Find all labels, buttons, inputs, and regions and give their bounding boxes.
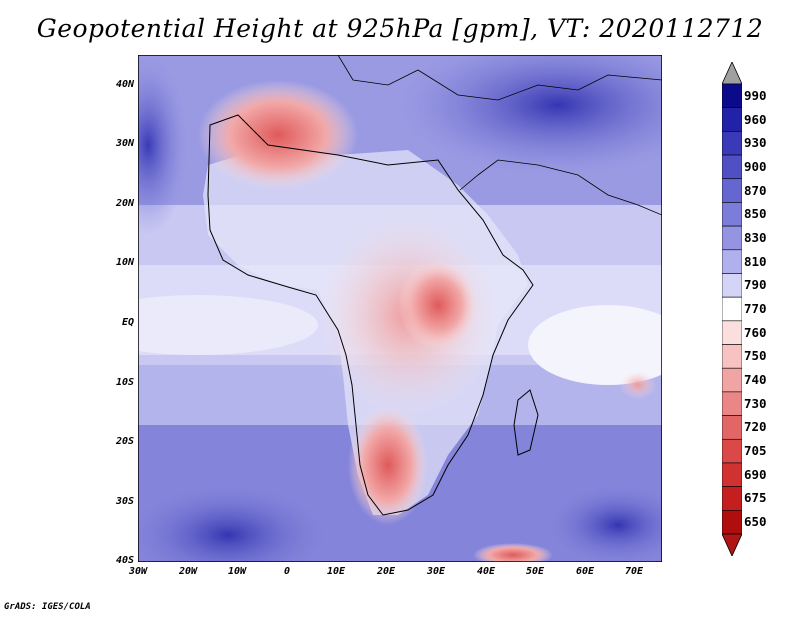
lat-label: 30S [115, 496, 134, 507]
colorbar-swatch [722, 296, 742, 322]
lat-label: 10N [115, 257, 134, 268]
colorbar-upper-arrow [722, 62, 742, 85]
lat-label: EQ [121, 317, 134, 328]
colorbar [722, 62, 742, 556]
lat-label: 10S [115, 377, 134, 388]
colorbar-level-label: 740 [744, 372, 767, 388]
lon-label: 50E [525, 566, 545, 577]
colorbar-swatch [722, 367, 742, 393]
colorbar-swatch [722, 178, 742, 203]
colorbar-swatch [722, 510, 742, 535]
lat-label: 20N [115, 198, 134, 209]
colorbar-level-label: 675 [744, 490, 767, 506]
colorbar-level-label: 720 [744, 419, 767, 435]
lon-label: 70E [624, 566, 644, 577]
colorbar-level-label: 790 [744, 277, 767, 293]
colorbar-swatch [722, 438, 742, 464]
colorbar-level-label: 705 [744, 443, 767, 459]
colorbar-level-label: 870 [744, 182, 767, 198]
colorbar-level-label: 770 [744, 301, 767, 316]
colorbar-swatch [722, 154, 742, 180]
colorbar-swatch [722, 415, 742, 440]
lon-label: 20W [178, 566, 198, 577]
colorbar-swatch [722, 107, 742, 132]
map-title: Geopotential Height at 925hPa [gpm], VT:… [36, 14, 764, 43]
colorbar-level-label: 690 [744, 466, 767, 482]
geopotential-field [138, 55, 662, 562]
colorbar-swatch [722, 320, 742, 345]
lon-label: 40E [476, 566, 496, 577]
colorbar-swatch [722, 202, 742, 227]
colorbar-swatch [722, 83, 742, 108]
colorbar-swatch [722, 225, 742, 251]
lat-label: 20S [115, 436, 134, 447]
lon-label: 60E [575, 566, 595, 577]
colorbar-lower-arrow [722, 533, 742, 556]
lon-label: 10E [326, 566, 346, 577]
colorbar-level-label: 960 [744, 111, 767, 127]
colorbar-level-label: 760 [744, 324, 767, 340]
colorbar-swatch [722, 273, 742, 298]
lon-label: 30E [426, 566, 446, 577]
colorbar-swatch [722, 391, 742, 416]
colorbar-swatch [722, 249, 742, 274]
lon-label: 10W [227, 566, 247, 577]
colorbar-level-label: 990 [744, 87, 767, 103]
colorbar-level-label: 810 [744, 253, 767, 269]
colorbar-level-label: 730 [744, 395, 767, 411]
colorbar-level-label: 900 [744, 158, 767, 174]
lat-label: 40S [115, 555, 134, 566]
credit-text: GrADS: IGES/COLA [4, 602, 91, 612]
lat-label: 30N [115, 138, 134, 149]
colorbar-swatch [722, 344, 742, 369]
lon-label: 0 [283, 566, 291, 577]
colorbar-level-label: 930 [744, 135, 767, 151]
lon-label: 30W [128, 566, 148, 577]
map-panel [138, 55, 662, 562]
lat-label: 40N [115, 79, 134, 90]
colorbar-level-label: 750 [744, 348, 767, 364]
colorbar-swatch [722, 486, 742, 511]
colorbar-swatch [722, 131, 742, 156]
colorbar-swatch [722, 462, 742, 487]
colorbar-level-label: 850 [744, 206, 767, 222]
colorbar-level-label: 830 [744, 229, 767, 245]
lon-label: 20E [376, 566, 396, 577]
colorbar-level-label: 650 [744, 514, 767, 530]
